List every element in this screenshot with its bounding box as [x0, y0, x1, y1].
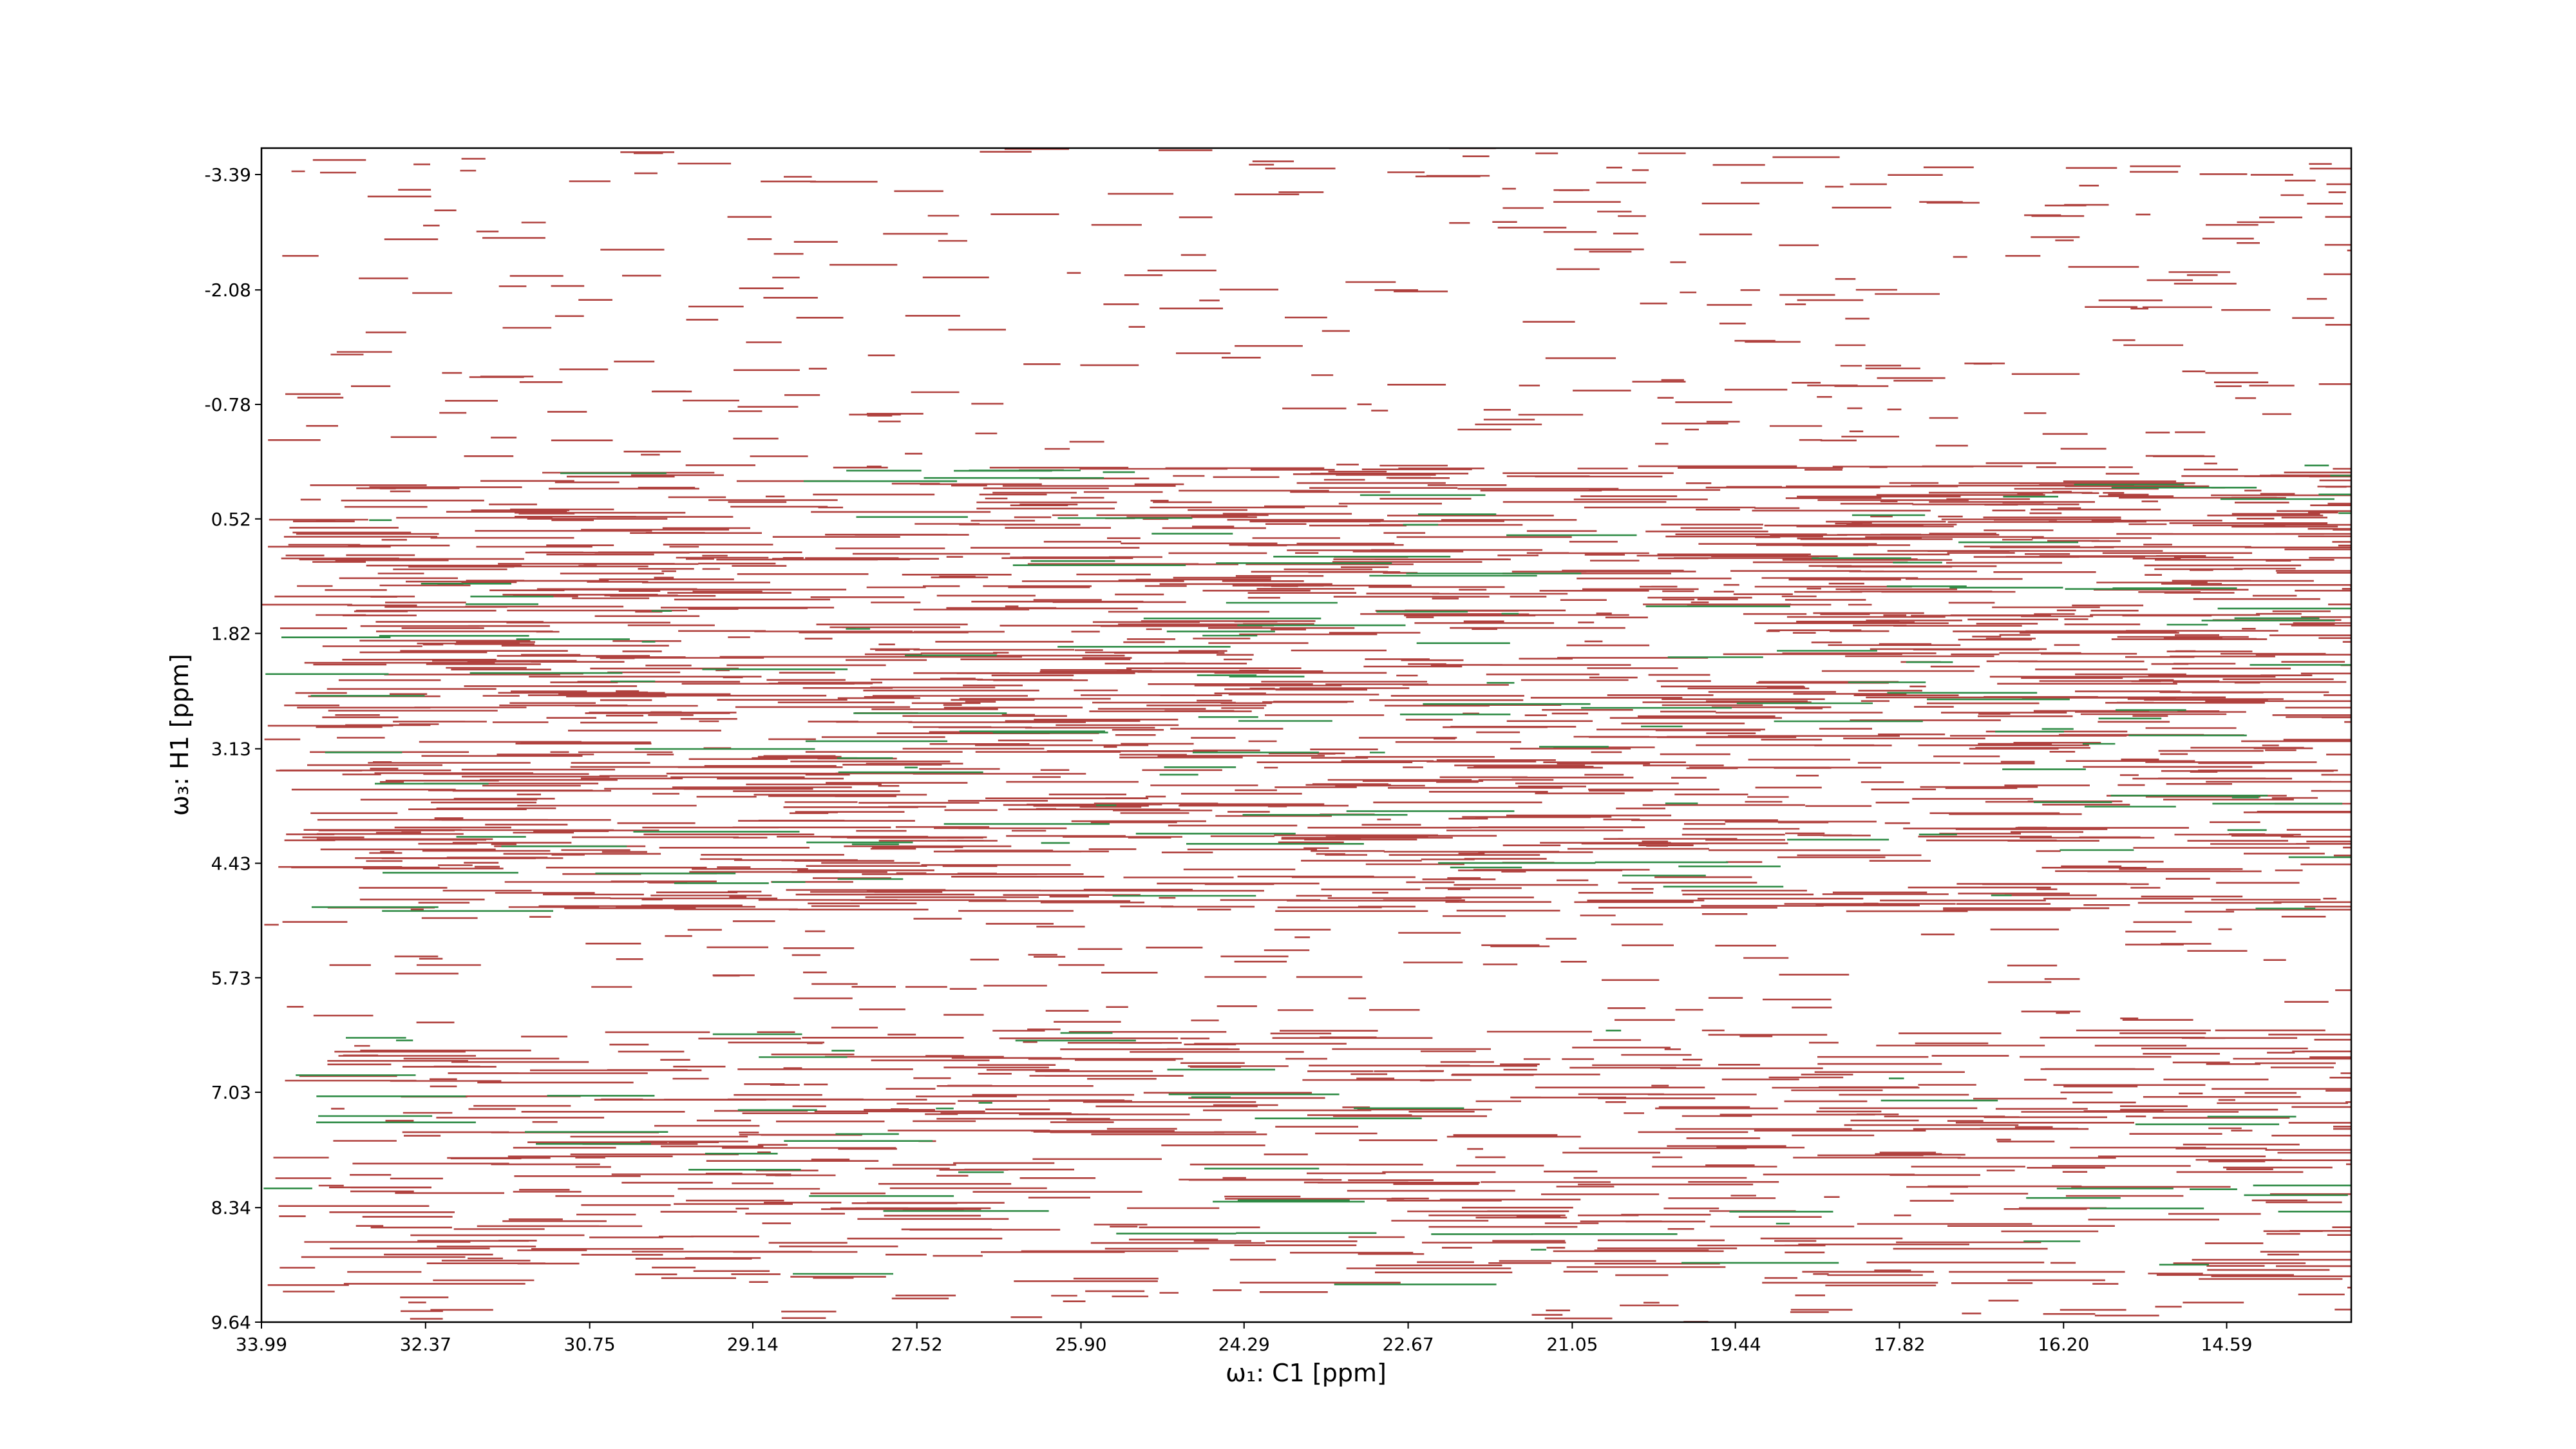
y-tick-label: 3.13 [211, 739, 251, 760]
x-tick-label: 27.52 [891, 1334, 943, 1355]
x-tick-label: 29.14 [727, 1334, 779, 1355]
y-tick-label: 8.34 [211, 1197, 251, 1218]
x-tick-label: 17.82 [1873, 1334, 1925, 1355]
y-tick-label: -0.78 [205, 394, 251, 415]
y-tick-label: 5.73 [211, 967, 251, 989]
x-tick-label: 30.75 [564, 1334, 616, 1355]
y-axis-label: ω₃: H1 [ppm] [166, 654, 194, 816]
x-tick-label: 22.67 [1382, 1334, 1434, 1355]
x-axis-label: ω₁: C1 [ppm] [1226, 1359, 1387, 1387]
y-tick-label: -3.39 [205, 164, 251, 185]
x-tick-label: 33.99 [236, 1334, 287, 1355]
y-tick-label: 1.82 [211, 623, 251, 645]
x-tick-label: 21.05 [1546, 1334, 1598, 1355]
x-tick-label: 24.29 [1218, 1334, 1270, 1355]
contour-layer [261, 148, 2351, 1322]
x-tick-label: 19.44 [1710, 1334, 1761, 1355]
y-tick-label: 7.03 [211, 1082, 251, 1103]
y-tick-label: 4.43 [211, 853, 251, 874]
plot-frame [260, 147, 2353, 1323]
x-tick-label: 32.37 [400, 1334, 451, 1355]
y-tick-label: 9.64 [211, 1312, 251, 1333]
x-tick-label: 25.90 [1055, 1334, 1106, 1355]
x-tick-label: 16.20 [2038, 1334, 2089, 1355]
x-tick-label: 14.59 [2201, 1334, 2252, 1355]
y-tick-label: -2.08 [205, 279, 251, 301]
y-tick-label: 0.52 [211, 509, 251, 530]
negative-contours [263, 464, 2351, 1285]
